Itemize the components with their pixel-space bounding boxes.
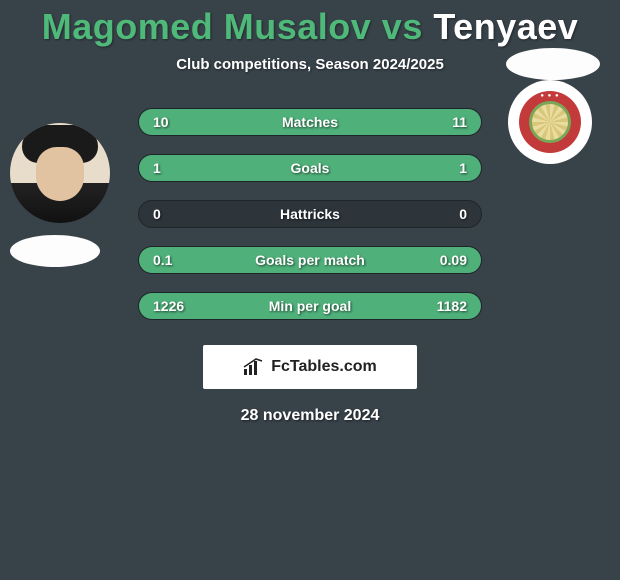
stat-value-left: 1226 — [153, 298, 213, 314]
stat-label: Goals per match — [213, 252, 407, 268]
comparison-area: ● ● ● 10 Matches 11 1 Goals 1 0 Hattrick… — [0, 103, 620, 333]
stat-row-hattricks: 0 Hattricks 0 — [138, 200, 482, 228]
stat-value-right: 0.09 — [407, 252, 467, 268]
stat-value-right: 1182 — [407, 298, 467, 314]
stat-value-left: 0.1 — [153, 252, 213, 268]
brand-badge: FcTables.com — [203, 345, 417, 389]
brand-text: FcTables.com — [271, 358, 377, 376]
stat-value-right: 0 — [407, 206, 467, 222]
stat-label: Min per goal — [213, 298, 407, 314]
stat-row-mpg: 1226 Min per goal 1182 — [138, 292, 482, 320]
stat-row-gpm: 0.1 Goals per match 0.09 — [138, 246, 482, 274]
stat-row-matches: 10 Matches 11 — [138, 108, 482, 136]
chart-icon — [243, 358, 265, 376]
date-text: 28 november 2024 — [0, 407, 620, 425]
player1-avatar — [10, 123, 110, 223]
title-player1: Magomed Musalov — [42, 6, 372, 47]
stat-label: Matches — [213, 114, 407, 130]
stat-rows: 10 Matches 11 1 Goals 1 0 Hattricks 0 0.… — [138, 108, 482, 338]
stat-value-left: 1 — [153, 160, 213, 176]
stat-value-left: 10 — [153, 114, 213, 130]
stat-value-right: 1 — [407, 160, 467, 176]
club-badge-text: ● ● ● — [508, 93, 592, 99]
player2-club-badge: ● ● ● — [508, 80, 592, 164]
stat-label: Hattricks — [213, 206, 407, 222]
player2-flag — [506, 48, 600, 80]
title-vs: vs — [382, 6, 423, 47]
title-player2: Tenyaev — [433, 6, 578, 47]
page-title: Magomed Musalov vs Tenyaev — [0, 6, 620, 48]
stat-value-left: 0 — [153, 206, 213, 222]
stat-label: Goals — [213, 160, 407, 176]
stat-value-right: 11 — [407, 114, 467, 130]
player2-column: ● ● ● — [508, 158, 600, 164]
player1-flag — [10, 235, 100, 267]
player1-column — [10, 123, 110, 267]
stat-row-goals: 1 Goals 1 — [138, 154, 482, 182]
